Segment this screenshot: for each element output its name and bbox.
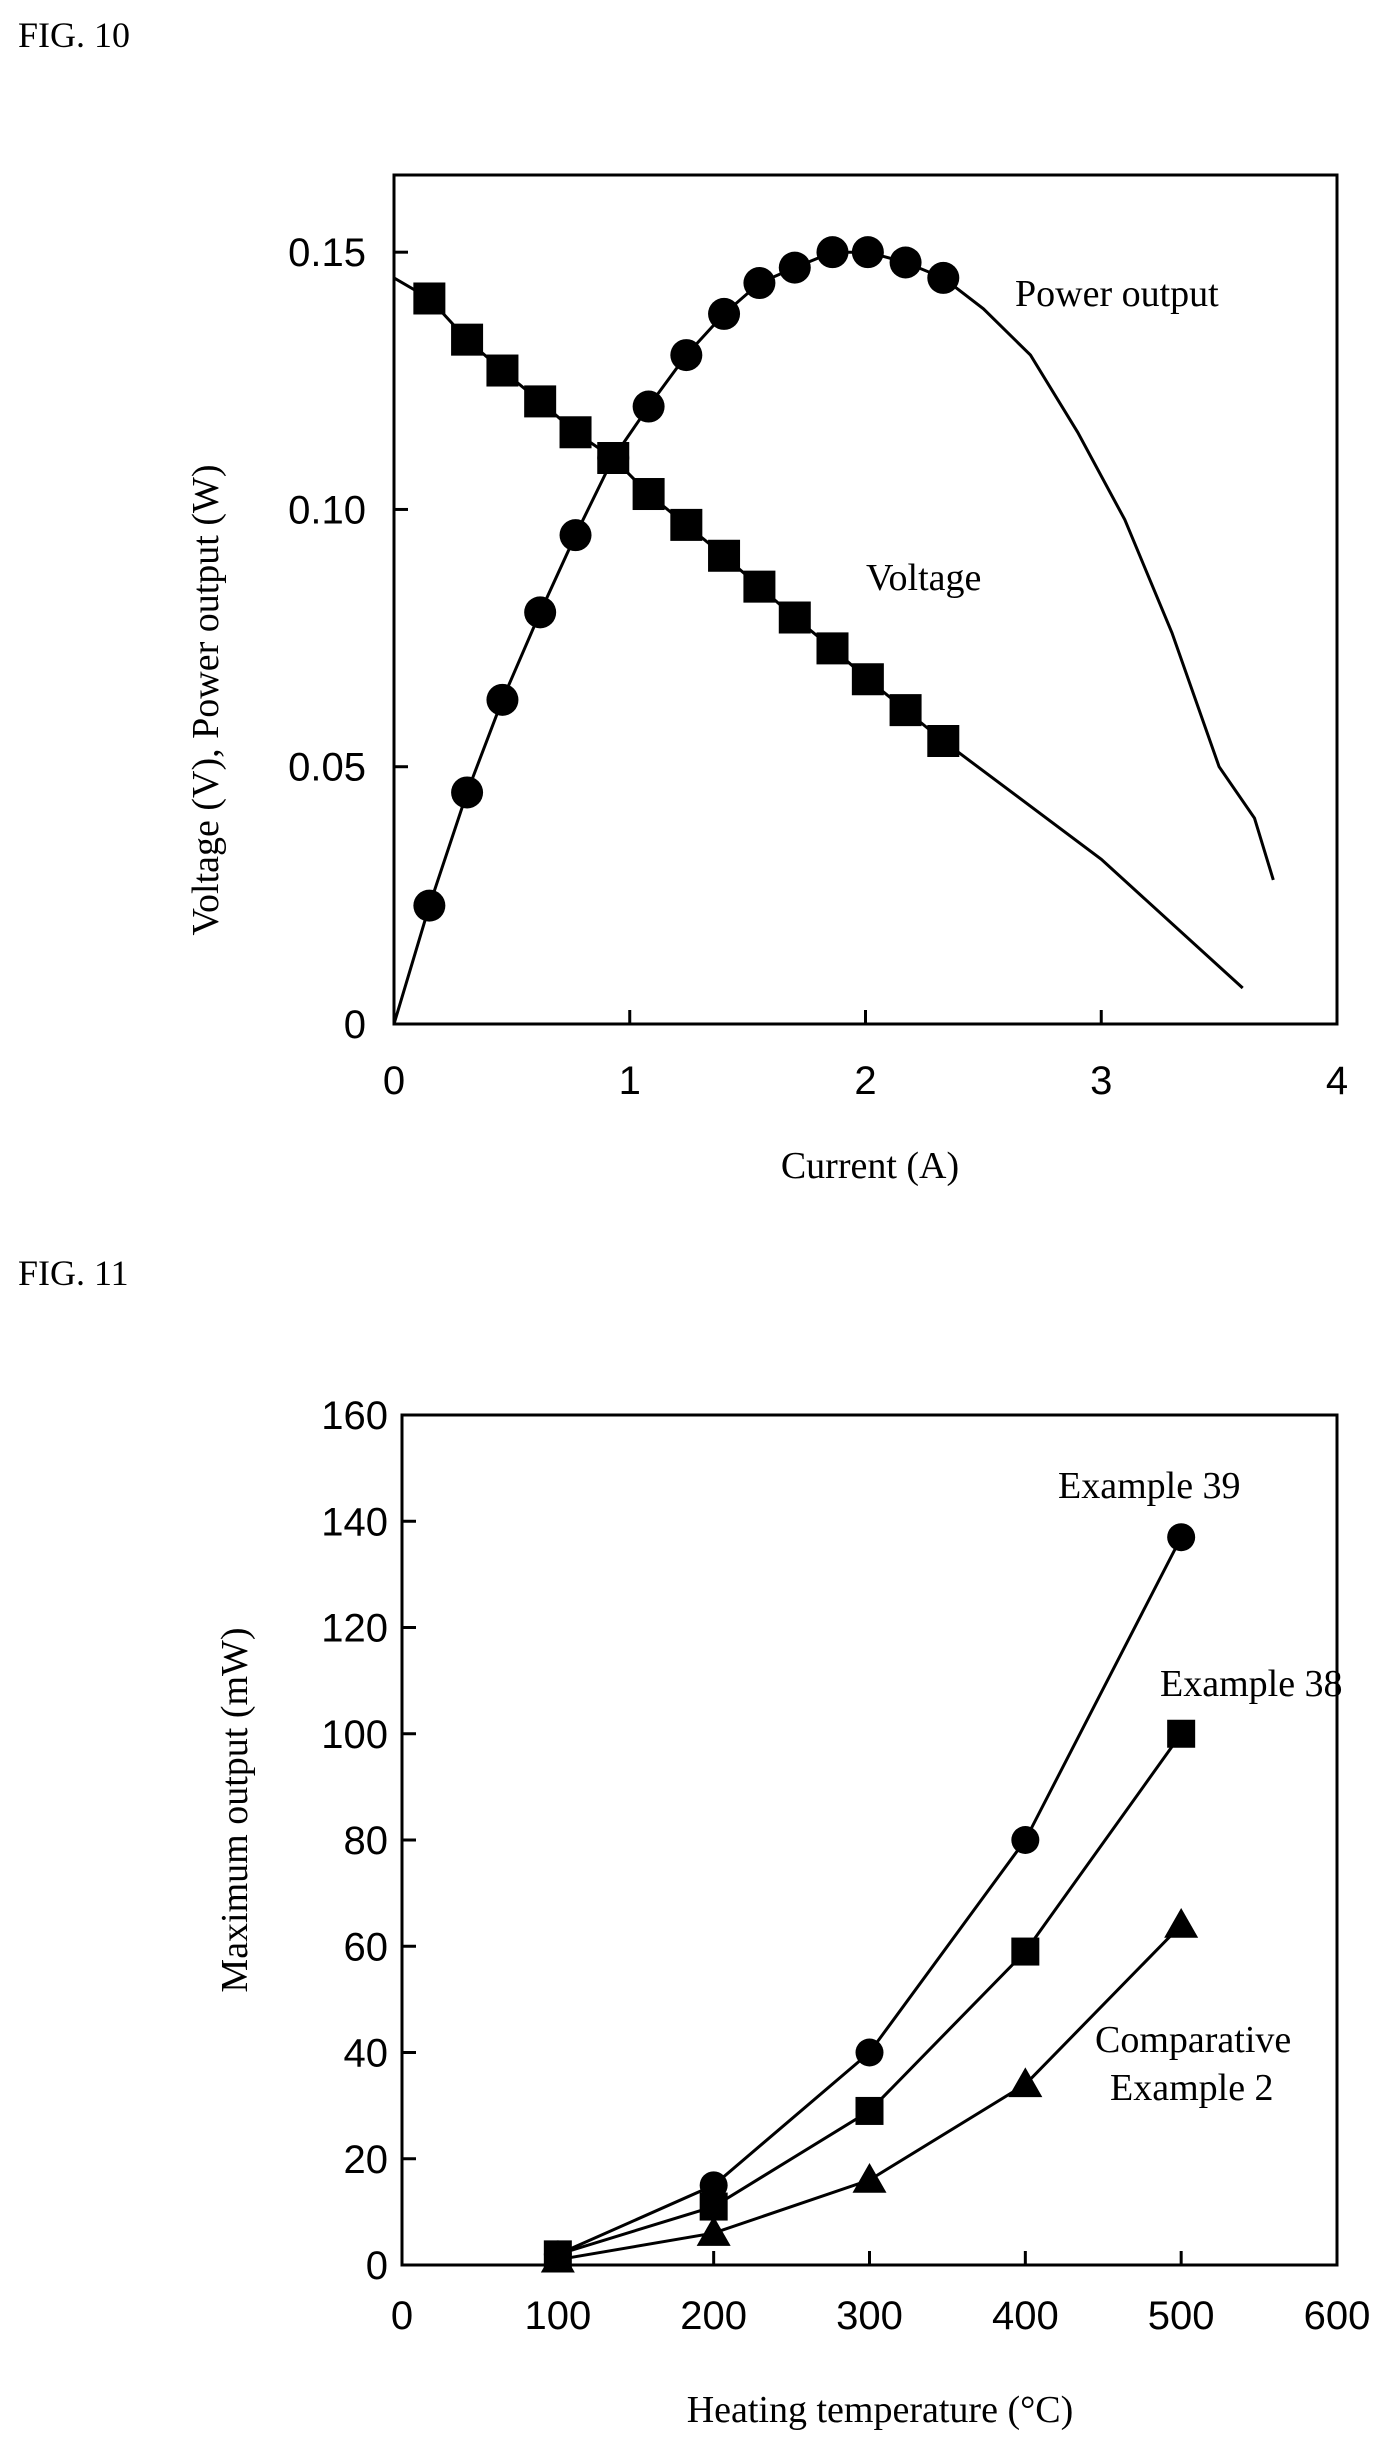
c11-line-comparative-example-2: [557, 1923, 1183, 2262]
c11-x-tick-label: 100: [524, 2294, 591, 2338]
c10-point-power-output: [851, 236, 884, 269]
c10-point-voltage: [851, 663, 884, 696]
c10-point-power-output: [670, 339, 703, 372]
c10-point-voltage: [559, 416, 592, 449]
c10-point-power-output: [524, 596, 557, 629]
c10-y-tick-label: 0: [344, 1003, 366, 1047]
c10-point-power-output: [413, 889, 446, 922]
fig11-annotation-example-2: Example 2: [1110, 2067, 1274, 2109]
fig11-y-axis-title: Maximum output (mW): [214, 1627, 256, 1992]
c11-point-comparative-example-2: [1008, 2067, 1043, 2098]
c10-point-voltage: [889, 694, 922, 727]
fig10-annotation-voltage: Voltage: [866, 557, 981, 599]
c10-point-power-output: [816, 236, 849, 269]
c11-point-example-39: [699, 2171, 728, 2200]
c11-y-tick-label: 60: [344, 1925, 389, 1969]
c11-x-tick-label: 0: [391, 2294, 413, 2338]
fig11-chart: 0 100 200 300 400 500 600 0 20 40 60 80 100 120 140 160…: [214, 1394, 1370, 2431]
c10-y-tick-label: 0.15: [288, 231, 366, 275]
c11-point-comparative-example-2: [1164, 1908, 1199, 1938]
fig11-x-axis-title: Heating temperature (°C): [687, 2389, 1074, 2431]
c10-point-power-output: [708, 297, 741, 330]
fig11-annotation-example-39: Example 39: [1058, 1465, 1241, 1507]
fig11-annotation-comparative: Comparative: [1095, 2019, 1291, 2061]
c11-point-comparative-example-2: [540, 2242, 575, 2273]
c10-point-voltage: [816, 632, 849, 665]
c10-point-voltage: [778, 601, 811, 634]
c11-point-example-38: [1167, 1719, 1196, 1748]
fig11-annotation-example-38: Example 38: [1160, 1663, 1343, 1705]
c11-x-tick-label: 300: [836, 2294, 903, 2338]
fig10-y-axis-title: Voltage (V), Power output (W): [185, 464, 227, 935]
c10-point-power-output: [451, 776, 484, 809]
c11-y-tick-label: 160: [321, 1394, 388, 1438]
c11-point-example-38: [699, 2192, 728, 2221]
c11-point-example-39: [1167, 1523, 1196, 1552]
fig11-label: FIG. 11: [18, 1253, 129, 1293]
fig10-series-markers: [413, 236, 960, 922]
c11-y-tick-label: 20: [344, 2138, 389, 2182]
c11-y-tick-label: 40: [344, 2032, 389, 2076]
fig10-ticks: 0 1 2 3 4 0 0.05 0.10 0.15: [288, 231, 1348, 1103]
c10-point-power-output: [486, 683, 519, 716]
c11-point-example-38: [855, 2096, 884, 2125]
c10-point-power-output: [597, 442, 630, 474]
c10-x-tick-label: 1: [619, 1059, 641, 1103]
c10-point-voltage: [486, 354, 519, 387]
c10-point-power-output: [632, 390, 665, 423]
c11-x-tick-label: 600: [1304, 2294, 1371, 2338]
c11-point-comparative-example-2: [696, 2216, 731, 2246]
c11-y-tick-label: 120: [321, 1607, 388, 1651]
c10-y-tick-label: 0.10: [288, 488, 366, 532]
c10-point-voltage: [413, 282, 446, 315]
c10-point-power-output: [889, 246, 922, 279]
c11-point-example-39: [1011, 1826, 1040, 1854]
c10-point-voltage: [451, 323, 484, 356]
c10-point-voltage: [708, 539, 741, 572]
c10-x-tick-label: 4: [1326, 1059, 1348, 1103]
c10-point-voltage: [524, 385, 557, 418]
c10-y-tick-label: 0.05: [288, 746, 366, 790]
c11-y-tick-label: 80: [344, 1819, 389, 1863]
fig10-annotation-power-output: Power output: [1015, 273, 1219, 315]
c11-point-example-38: [1011, 1937, 1040, 1966]
fig11-series-markers: [540, 1523, 1199, 2273]
c11-point-comparative-example-2: [852, 2163, 887, 2193]
c11-y-tick-label: 100: [321, 1713, 388, 1757]
c10-point-voltage: [743, 570, 776, 603]
c10-point-voltage: [927, 725, 960, 757]
fig10-chart: 0 1 2 3 4 0 0.05 0.10 0.15 Current (A) Voltage (…: [185, 173, 1348, 1187]
fig11-ticks: 0 100 200 300 400 500 600 0 20 40 60 80 100 120 140 160: [321, 1394, 1370, 2338]
c10-x-tick-label: 2: [854, 1059, 876, 1103]
c11-point-example-39: [855, 2038, 884, 2067]
fig10-plot-area: 0 1 2 3 4 0 0.05 0.10 0.15: [288, 173, 1348, 1103]
fig10-x-axis-title: Current (A): [781, 1145, 959, 1187]
c10-point-power-output: [778, 251, 811, 284]
c10-point-power-output: [559, 519, 592, 552]
fig11-plot-area: 0 100 200 300 400 500 600 0 20 40 60 80 100 120 140 160: [321, 1394, 1370, 2338]
c11-x-tick-label: 400: [992, 2294, 1059, 2338]
fig11-plot-frame: [400, 1413, 1339, 2267]
c11-y-tick-label: 140: [321, 1500, 388, 1544]
c10-x-tick-label: 3: [1090, 1059, 1112, 1103]
c10-point-power-output: [927, 261, 960, 294]
c11-line-example-39: [557, 1536, 1183, 2256]
c10-point-voltage: [632, 478, 665, 511]
c10-x-tick-label: 0: [383, 1059, 405, 1103]
c11-x-tick-label: 500: [1148, 2294, 1215, 2338]
c11-x-tick-label: 200: [680, 2294, 747, 2338]
fig10-label: FIG. 10: [18, 15, 131, 55]
c10-point-power-output: [743, 267, 776, 300]
c11-y-tick-label: 0: [366, 2244, 388, 2288]
c10-point-voltage: [670, 508, 703, 541]
fig11-series-lines: [557, 1536, 1183, 2262]
